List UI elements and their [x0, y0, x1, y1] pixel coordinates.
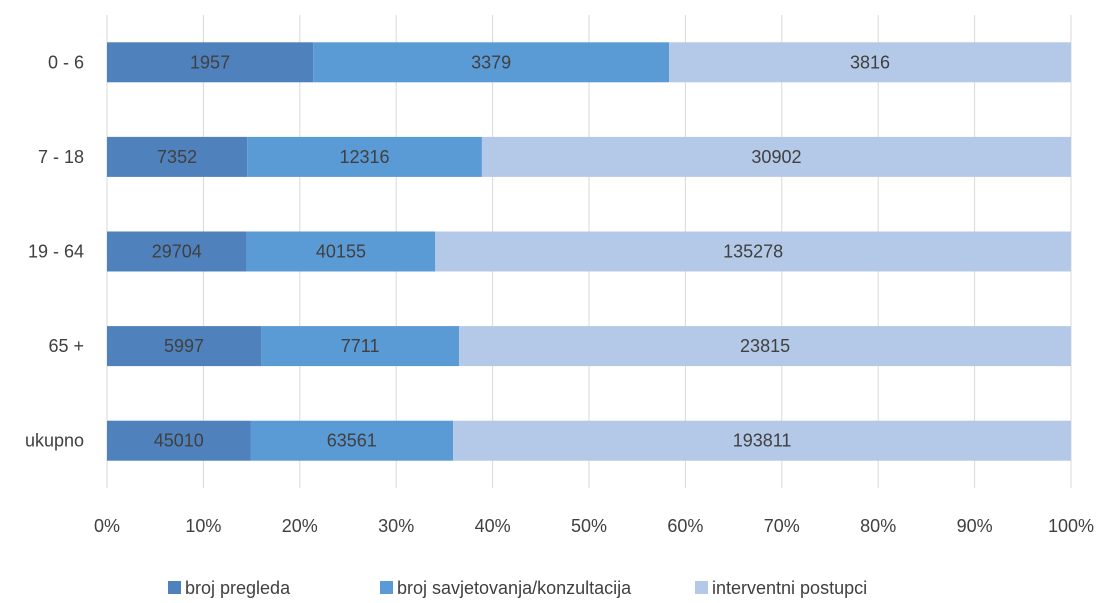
x-tick-label: 90%	[957, 516, 993, 536]
bar-segment	[453, 420, 1071, 461]
x-tick-label: 60%	[667, 516, 703, 536]
data-label: 23815	[740, 336, 790, 356]
data-label: 193811	[733, 431, 792, 451]
category-label: 19 - 64	[28, 242, 84, 262]
bar-segment	[107, 231, 247, 272]
bar-segment	[261, 326, 460, 367]
data-label: 3379	[471, 52, 511, 72]
x-tick-label: 100%	[1048, 516, 1094, 536]
bar-segment	[107, 136, 248, 177]
data-label: 40155	[316, 242, 366, 262]
data-label: 7711	[341, 336, 380, 356]
bar-segment	[669, 42, 1071, 83]
data-label: 3816	[850, 52, 890, 72]
data-label: 1957	[190, 52, 230, 72]
category-label: 65 +	[48, 336, 84, 356]
x-tick-label: 10%	[185, 516, 221, 536]
data-label: 12316	[340, 147, 390, 167]
data-label: 45010	[154, 431, 204, 451]
legend-swatch	[168, 581, 181, 594]
data-label: 7352	[157, 147, 197, 167]
x-tick-label: 70%	[764, 516, 800, 536]
bar-segment	[250, 420, 454, 461]
legend: broj pregleda broj savjetovanja/konzultac…	[168, 578, 867, 598]
legend-label: broj savjetovanja/konzultacija	[397, 578, 632, 598]
x-tick-label: 50%	[571, 516, 607, 536]
x-tick-label: 20%	[282, 516, 318, 536]
legend-label: interventni postupci	[712, 578, 867, 598]
data-label: 135278	[723, 242, 783, 262]
category-label: 0 - 6	[48, 52, 84, 72]
category-label: ukupno	[25, 431, 84, 451]
data-label: 63561	[327, 431, 377, 451]
bar-segment	[459, 326, 1071, 367]
bar-segment	[107, 420, 251, 461]
data-label: 5997	[164, 336, 204, 356]
bar-segment	[107, 42, 314, 83]
x-tick-label: 80%	[860, 516, 896, 536]
bar-segment	[435, 231, 1071, 272]
category-label: 7 - 18	[38, 147, 84, 167]
legend-label: broj pregleda	[185, 578, 291, 598]
value-labels: 1957 3379 3816 7352 12316 30902 29704 40155 1352…	[152, 52, 890, 450]
bars	[107, 42, 1071, 461]
x-tick-label: 40%	[475, 516, 511, 536]
legend-swatch	[380, 581, 393, 594]
x-axis-tick-labels: 0% 10% 20% 30% 40% 50% 60% 70% 80% 90% 100%	[94, 516, 1094, 536]
category-labels: 0 - 6 7 - 18 19 - 64 65 + ukupno	[25, 52, 84, 450]
bar-segment	[313, 42, 670, 83]
bar-segment	[246, 231, 436, 272]
bar-segment	[107, 326, 262, 367]
x-tick-label: 0%	[94, 516, 120, 536]
bar-segment	[247, 136, 482, 177]
data-label: 30902	[751, 147, 801, 167]
x-tick-label: 30%	[378, 516, 414, 536]
bar-segment	[481, 136, 1071, 177]
legend-swatch	[695, 581, 708, 594]
data-label: 29704	[152, 242, 202, 262]
